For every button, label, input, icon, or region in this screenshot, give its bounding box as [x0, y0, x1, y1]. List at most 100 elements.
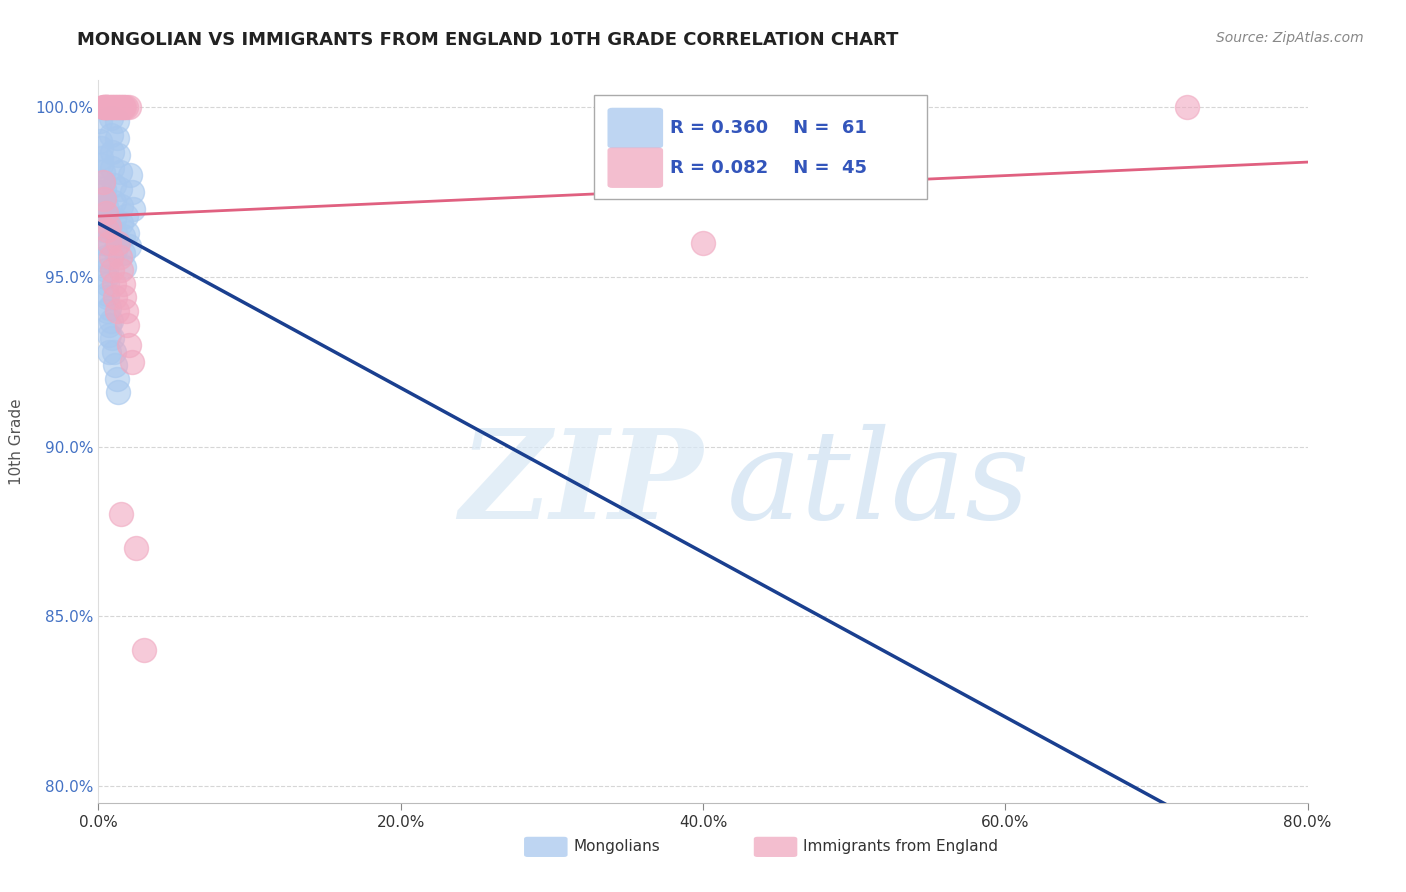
- Point: [110, 216, 132, 230]
- Point: [94, 100, 117, 114]
- Point: [108, 165, 131, 179]
- Point: [100, 111, 122, 125]
- Point: [103, 212, 125, 227]
- Point: [96, 100, 118, 114]
- Point: [105, 304, 128, 318]
- Point: [105, 100, 128, 114]
- Point: [104, 290, 127, 304]
- Point: [112, 260, 135, 274]
- Point: [90, 219, 112, 234]
- Point: [107, 385, 129, 400]
- Point: [107, 100, 129, 114]
- Point: [122, 202, 145, 217]
- Point: [91, 236, 114, 251]
- Point: [121, 355, 143, 369]
- Point: [118, 338, 141, 352]
- Point: [1175, 100, 1198, 114]
- Point: [114, 209, 136, 223]
- Point: [103, 344, 125, 359]
- Point: [96, 287, 118, 301]
- Point: [94, 270, 117, 285]
- Point: [94, 263, 117, 277]
- Point: [105, 114, 128, 128]
- FancyBboxPatch shape: [607, 147, 664, 188]
- Point: [94, 205, 117, 219]
- Text: R = 0.360    N =  61: R = 0.360 N = 61: [671, 119, 868, 137]
- Point: [98, 219, 121, 234]
- Point: [93, 205, 115, 219]
- Text: Source: ZipAtlas.com: Source: ZipAtlas.com: [1216, 31, 1364, 45]
- Point: [104, 226, 127, 240]
- Point: [100, 128, 122, 142]
- Point: [121, 185, 143, 199]
- Y-axis label: 10th Grade: 10th Grade: [10, 398, 24, 485]
- Point: [101, 161, 124, 176]
- Point: [93, 100, 115, 114]
- Point: [120, 168, 142, 182]
- Point: [94, 236, 117, 251]
- Point: [105, 372, 128, 386]
- Text: atlas: atlas: [727, 424, 1031, 546]
- Point: [89, 185, 111, 199]
- Point: [101, 145, 124, 159]
- Point: [91, 100, 114, 114]
- Point: [115, 226, 138, 240]
- Point: [103, 178, 125, 193]
- Point: [101, 331, 124, 345]
- Point: [107, 148, 129, 162]
- Point: [108, 182, 131, 196]
- Point: [89, 202, 111, 217]
- Point: [90, 151, 112, 165]
- Point: [111, 246, 134, 260]
- Point: [93, 222, 115, 236]
- Text: MONGOLIAN VS IMMIGRANTS FROM ENGLAND 10TH GRADE CORRELATION CHART: MONGOLIAN VS IMMIGRANTS FROM ENGLAND 10T…: [77, 31, 898, 49]
- Point: [93, 253, 115, 268]
- Point: [107, 236, 129, 251]
- Text: Immigrants from England: Immigrants from England: [803, 839, 998, 855]
- FancyBboxPatch shape: [754, 837, 797, 857]
- Point: [104, 243, 127, 257]
- Point: [94, 250, 117, 264]
- Point: [93, 192, 115, 206]
- Point: [104, 358, 127, 372]
- Text: ZIP: ZIP: [460, 424, 703, 546]
- Point: [105, 131, 128, 145]
- Point: [112, 100, 135, 114]
- Point: [100, 314, 122, 328]
- Point: [104, 100, 127, 114]
- Point: [111, 100, 134, 114]
- Point: [98, 327, 121, 342]
- Point: [101, 100, 124, 114]
- FancyBboxPatch shape: [524, 837, 568, 857]
- Point: [98, 100, 121, 114]
- Point: [103, 195, 125, 210]
- Point: [96, 100, 118, 114]
- Text: R = 0.082    N =  45: R = 0.082 N = 45: [671, 159, 868, 177]
- Point: [108, 100, 131, 114]
- Point: [101, 263, 124, 277]
- Point: [89, 114, 111, 128]
- Point: [111, 229, 134, 244]
- Point: [96, 290, 118, 304]
- Point: [103, 277, 125, 291]
- Point: [96, 277, 118, 291]
- Point: [118, 100, 141, 114]
- Point: [118, 239, 141, 253]
- Point: [108, 250, 131, 264]
- Point: [110, 508, 132, 522]
- Point: [692, 236, 714, 251]
- Point: [98, 344, 121, 359]
- Point: [125, 541, 148, 556]
- Text: Mongolians: Mongolians: [574, 839, 661, 855]
- Point: [90, 141, 112, 155]
- Point: [98, 236, 121, 251]
- Point: [91, 175, 114, 189]
- Point: [112, 290, 135, 304]
- Point: [110, 100, 132, 114]
- Point: [98, 318, 121, 332]
- Point: [94, 100, 117, 114]
- FancyBboxPatch shape: [607, 108, 664, 148]
- Point: [110, 263, 132, 277]
- Point: [94, 199, 117, 213]
- Point: [98, 301, 121, 315]
